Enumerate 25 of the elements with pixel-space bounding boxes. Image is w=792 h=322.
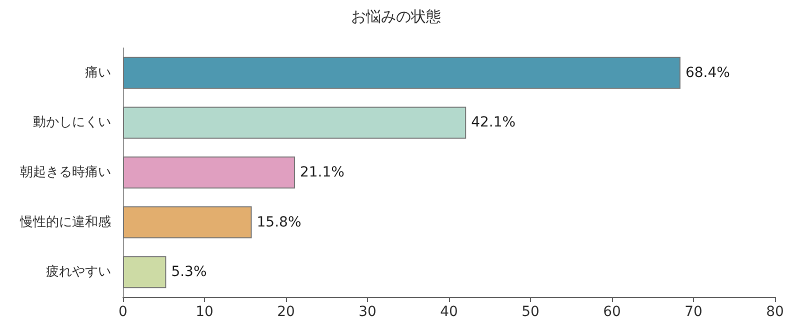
x-tick-label: 30 — [358, 304, 376, 320]
y-tick-label: 痛い — [85, 65, 111, 80]
y-tick-label: 動かしにくい — [33, 115, 111, 130]
y-tick-label: 疲れやすい — [46, 264, 111, 280]
bar — [123, 256, 166, 288]
bar — [123, 206, 252, 238]
x-tick-label: 10 — [196, 304, 214, 320]
chart-title: お悩みの状態 — [351, 8, 441, 26]
data-label: 5.3% — [171, 264, 207, 280]
data-label: 42.1% — [471, 114, 516, 131]
bar — [123, 106, 466, 139]
x-tick-label: 70 — [684, 304, 702, 320]
x-tick-label: 0 — [118, 304, 128, 320]
x-tick-label: 80 — [766, 304, 784, 320]
data-label: 21.1% — [300, 164, 344, 180]
x-tick-label: 20 — [277, 304, 295, 320]
x-tick-label: 50 — [522, 304, 540, 320]
x-tick-label: 60 — [603, 304, 621, 320]
data-label: 15.8% — [256, 214, 302, 230]
y-tick-label: 慢性的に違和感 — [19, 214, 111, 230]
x-tick-label: 40 — [440, 304, 458, 320]
bar — [123, 56, 680, 89]
bar — [123, 156, 295, 188]
y-tick-label: 朝起きる時痛い — [20, 165, 111, 180]
data-label: 68.4% — [685, 64, 730, 81]
